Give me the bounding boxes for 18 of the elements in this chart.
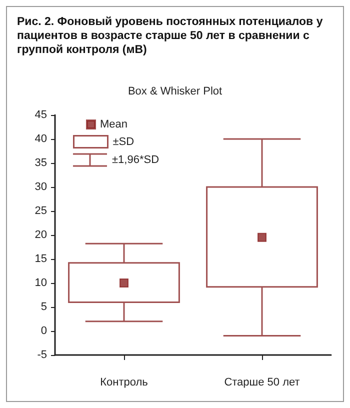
y-tick-label: -5 — [37, 349, 47, 361]
y-tick-label: 40 — [34, 133, 47, 145]
y-tick-label: 0 — [40, 325, 47, 337]
y-tick-label: 25 — [34, 205, 47, 217]
legend-label: ±SD — [112, 136, 134, 148]
annotation: ±1,96*SD — [112, 154, 160, 166]
x-tick-label: Старше 50 лет — [224, 376, 300, 388]
y-tick-label: 20 — [34, 229, 47, 241]
y-tick-label: 45 — [34, 109, 47, 121]
y-tick-label: 15 — [34, 253, 47, 265]
chart-subtitle: Box & Whisker Plot — [128, 86, 222, 98]
chart-title: Рис. 2. Фоновый уровень постоянных потенциалов у пациентов в возрасте старше 50 лет в сравнении с группой контроля (мВ) — [16, 15, 324, 57]
legend-label: Mean — [100, 118, 128, 130]
y-tick-label: 5 — [40, 301, 47, 313]
y-tick-label: 10 — [34, 277, 47, 289]
y-tick-label: 30 — [34, 181, 47, 193]
y-tick-label: 35 — [34, 157, 47, 169]
x-tick-label: Контроль — [100, 376, 148, 388]
